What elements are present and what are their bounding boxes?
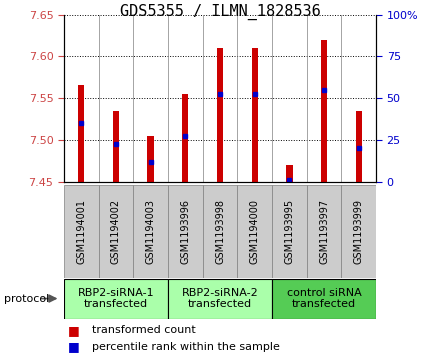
Bar bbox=[307, 185, 341, 278]
Text: RBP2-siRNA-2
transfected: RBP2-siRNA-2 transfected bbox=[182, 288, 258, 309]
Bar bbox=[168, 278, 272, 319]
Bar bbox=[252, 48, 258, 182]
Bar bbox=[99, 185, 133, 278]
Bar bbox=[168, 185, 203, 278]
Bar bbox=[272, 278, 376, 319]
Text: GSM1193998: GSM1193998 bbox=[215, 199, 225, 264]
Bar bbox=[203, 185, 237, 278]
Text: GSM1193996: GSM1193996 bbox=[180, 199, 190, 264]
Bar bbox=[341, 185, 376, 278]
Text: ■: ■ bbox=[68, 324, 80, 337]
Bar bbox=[272, 185, 307, 278]
Bar bbox=[64, 278, 168, 319]
Text: protocol: protocol bbox=[4, 294, 50, 303]
Text: GSM1193997: GSM1193997 bbox=[319, 199, 329, 264]
Bar bbox=[321, 40, 327, 182]
Bar bbox=[133, 185, 168, 278]
Text: GSM1193995: GSM1193995 bbox=[284, 199, 294, 264]
Bar bbox=[78, 85, 84, 182]
Text: GSM1194003: GSM1194003 bbox=[146, 199, 156, 264]
Text: GSM1194002: GSM1194002 bbox=[111, 199, 121, 264]
Text: ■: ■ bbox=[68, 340, 80, 353]
Bar bbox=[182, 94, 188, 182]
Bar bbox=[64, 185, 99, 278]
Text: percentile rank within the sample: percentile rank within the sample bbox=[92, 342, 280, 352]
Text: GSM1193999: GSM1193999 bbox=[354, 199, 364, 264]
Bar bbox=[147, 136, 154, 182]
Bar bbox=[237, 185, 272, 278]
Text: GSM1194000: GSM1194000 bbox=[250, 199, 260, 264]
Bar bbox=[113, 111, 119, 182]
Text: RBP2-siRNA-1
transfected: RBP2-siRNA-1 transfected bbox=[77, 288, 154, 309]
Bar bbox=[286, 165, 293, 182]
Text: GDS5355 / ILMN_1828536: GDS5355 / ILMN_1828536 bbox=[120, 4, 320, 20]
Bar bbox=[356, 111, 362, 182]
Text: GSM1194001: GSM1194001 bbox=[76, 199, 86, 264]
Bar bbox=[217, 48, 223, 182]
Text: control siRNA
transfected: control siRNA transfected bbox=[287, 288, 362, 309]
Text: transformed count: transformed count bbox=[92, 325, 196, 335]
